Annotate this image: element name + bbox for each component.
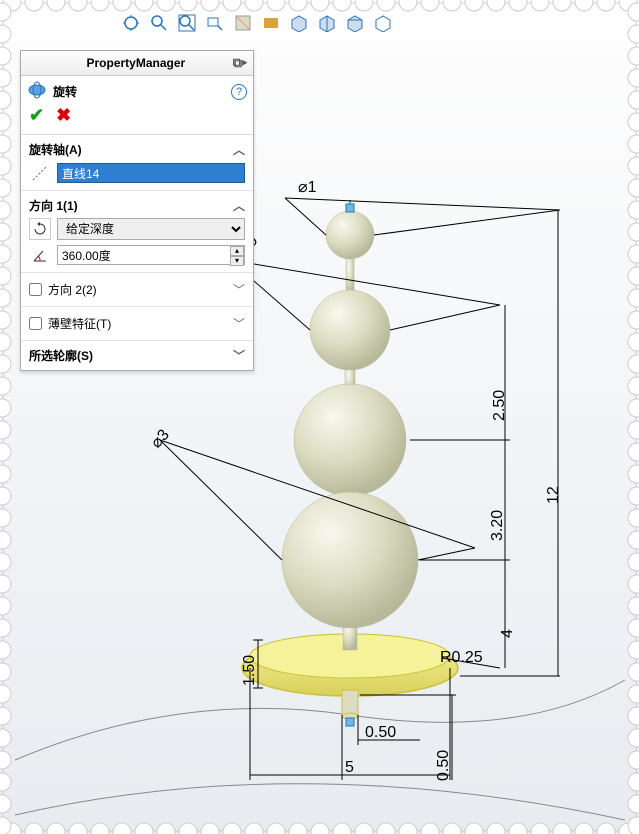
dim-diam3: ⌀3 — [148, 426, 173, 451]
wireframe-icon[interactable] — [372, 12, 394, 34]
property-manager-panel: PropertyManager ⧉▸ 旋转 ? ✔ ✖ 旋转轴(A) ︿ — [20, 50, 254, 371]
direction2-label: 方向 2(2) — [48, 281, 97, 298]
cancel-button[interactable]: ✖ — [56, 105, 71, 126]
direction2-checkbox[interactable] — [29, 283, 42, 296]
dim-h320: 3.20 — [489, 510, 506, 541]
direction1-label: 方向 1(1) — [29, 197, 78, 214]
collapse-contours-icon[interactable]: ﹀ — [233, 347, 245, 364]
view-toolbar — [120, 12, 394, 34]
ok-button[interactable]: ✔ — [29, 105, 44, 126]
zoom-icon[interactable] — [148, 12, 170, 34]
revolve-icon — [27, 80, 47, 103]
angle-input[interactable] — [57, 245, 245, 265]
collapse-axis-icon[interactable]: ︿ — [233, 141, 245, 158]
section-view-icon[interactable] — [232, 12, 254, 34]
display-style-icon[interactable] — [260, 12, 282, 34]
dim-h4: 4 — [499, 629, 516, 638]
end-condition-select[interactable]: 给定深度 — [57, 218, 245, 240]
axis-label: 旋转轴(A) — [29, 141, 82, 158]
dim-w5: 5 — [345, 759, 354, 776]
axis-section: 旋转轴(A) ︿ — [21, 135, 253, 191]
dim-r025: R0.25 — [440, 649, 483, 666]
collapse-dir1-icon[interactable]: ︿ — [233, 197, 245, 214]
zoom-fit-icon[interactable] — [176, 12, 198, 34]
panel-title: PropertyManager — [39, 56, 233, 70]
shaded-edges-icon[interactable] — [316, 12, 338, 34]
reverse-direction-icon[interactable] — [29, 218, 51, 240]
dim-h150: 1.50 — [241, 655, 258, 686]
direction2-section: 方向 2(2) ﹀ — [21, 273, 253, 307]
collapse-dir2-icon[interactable]: ﹀ — [233, 281, 245, 298]
pin-icon[interactable]: ⧉▸ — [233, 55, 247, 71]
feature-name: 旋转 — [53, 83, 77, 100]
axis-icon — [29, 162, 51, 184]
axis-input[interactable] — [57, 163, 245, 183]
angle-spin-down[interactable]: ▾ — [230, 256, 244, 266]
zoom-window-icon[interactable] — [204, 12, 226, 34]
angle-icon — [29, 244, 51, 266]
direction1-section: 方向 1(1) ︿ 给定深度 ▴▾ — [21, 191, 253, 273]
dim-h250: 2.50 — [491, 390, 508, 421]
orbit-icon[interactable] — [120, 12, 142, 34]
dim-h12: 12 — [545, 486, 562, 504]
thinwall-section: 薄壁特征(T) ﹀ — [21, 307, 253, 341]
shaded-icon[interactable] — [344, 12, 366, 34]
thinwall-checkbox[interactable] — [29, 317, 42, 330]
help-icon[interactable]: ? — [231, 84, 247, 100]
dim-diam1: ⌀1 — [298, 179, 317, 196]
collapse-thin-icon[interactable]: ﹀ — [233, 315, 245, 332]
panel-header: PropertyManager ⧉▸ — [21, 51, 253, 76]
hide-show-icon[interactable] — [288, 12, 310, 34]
contours-label: 所选轮廓(S) — [29, 347, 93, 364]
contours-section: 所选轮廓(S) ﹀ — [21, 341, 253, 370]
dim-h050b: 0.50 — [435, 750, 452, 781]
angle-spin-up[interactable]: ▴ — [230, 246, 244, 256]
thinwall-label: 薄壁特征(T) — [48, 315, 111, 332]
dim-h050a: 0.50 — [365, 724, 396, 741]
